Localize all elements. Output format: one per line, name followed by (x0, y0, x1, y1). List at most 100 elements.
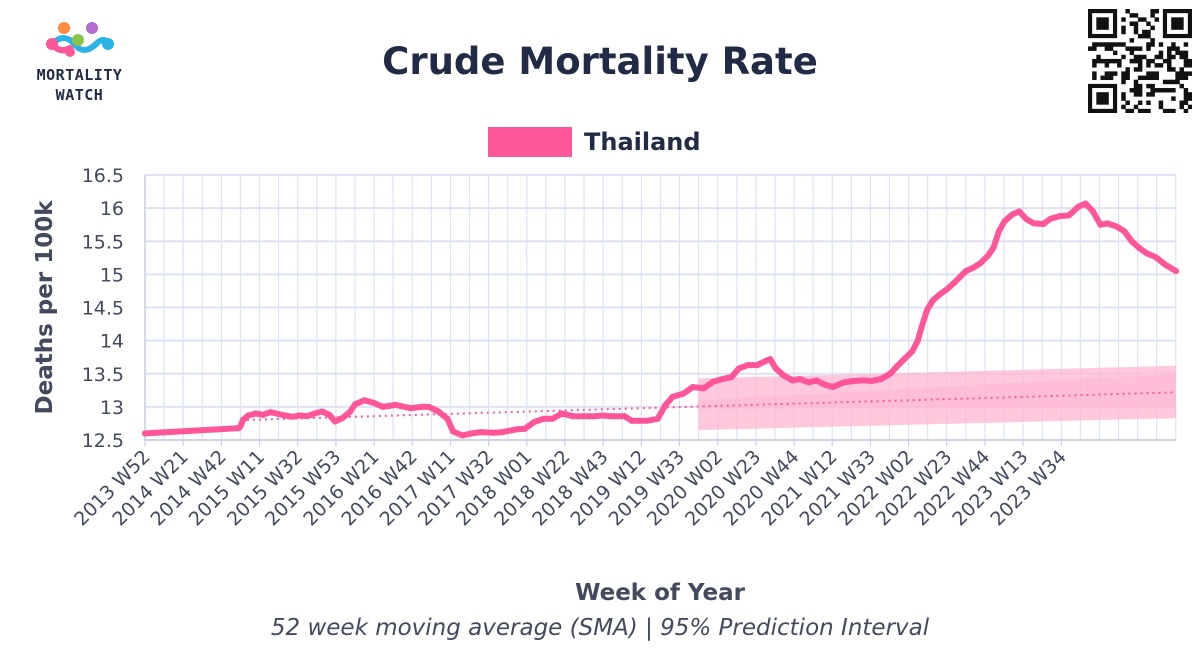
data-point (909, 348, 916, 355)
y-tick-label: 14 (100, 331, 124, 353)
data-point (379, 403, 386, 410)
data-point (459, 432, 466, 439)
data-point (599, 412, 606, 419)
data-point (772, 365, 779, 372)
data-point (654, 415, 661, 422)
data-point (1173, 268, 1179, 275)
prediction-interval-inner-band (698, 373, 1176, 409)
data-point (592, 413, 599, 420)
data-point (1113, 223, 1120, 230)
data-point (700, 385, 707, 392)
x-axis-title: Week of Year (575, 580, 746, 606)
data-point (1082, 200, 1089, 207)
data-point (1040, 221, 1047, 228)
data-point (289, 413, 296, 420)
logo-icon (46, 22, 114, 57)
data-point (924, 307, 931, 314)
data-point (754, 362, 761, 369)
data-point (1104, 220, 1111, 227)
data-point (1097, 221, 1104, 228)
data-point (1001, 218, 1008, 225)
data-point (914, 337, 921, 344)
data-point (444, 415, 451, 422)
data-point (252, 410, 259, 417)
data-point (296, 412, 303, 419)
data-point (418, 403, 425, 410)
data-point (1075, 203, 1082, 210)
mortality-watch-logo: MORTALITY WATCH (12, 18, 147, 110)
data-point (1152, 254, 1159, 261)
data-point (569, 413, 576, 420)
data-point (392, 401, 399, 408)
data-point (239, 417, 246, 424)
data-point (499, 429, 506, 436)
data-point (861, 377, 868, 384)
data-point (1066, 212, 1073, 219)
data-point (1161, 261, 1168, 268)
data-point (512, 426, 519, 433)
data-point (326, 411, 333, 418)
data-point (789, 377, 796, 384)
data-point (710, 378, 717, 385)
data-point (977, 260, 984, 267)
data-point (877, 376, 884, 383)
chart-subtitle: 52 week moving average (SMA) | 95% Predi… (270, 615, 930, 641)
y-tick-label: 16 (100, 198, 124, 220)
data-point (944, 285, 951, 292)
data-point (339, 415, 346, 422)
data-point (680, 390, 687, 397)
data-point (352, 401, 359, 408)
data-point (813, 377, 820, 384)
y-tick-label: 16.5 (82, 165, 124, 187)
data-point (245, 412, 252, 419)
data-point (319, 408, 326, 415)
legend-swatch-thailand (488, 127, 572, 157)
data-point (468, 430, 475, 437)
data-point (662, 402, 669, 409)
data-point (346, 409, 353, 416)
y-tick-label: 15 (100, 264, 124, 286)
data-point (1030, 220, 1037, 227)
data-point (1128, 238, 1135, 245)
data-point (260, 411, 267, 418)
data-point (984, 252, 991, 259)
data-point (929, 297, 936, 304)
data-point (426, 403, 433, 410)
qr-code[interactable] (1088, 9, 1192, 113)
data-point (767, 356, 774, 363)
data-point (477, 429, 484, 436)
data-point (643, 417, 650, 424)
data-point (805, 379, 812, 386)
legend-label-thailand: Thailand (584, 128, 701, 156)
logo-text-line2: WATCH (55, 86, 104, 104)
data-point (745, 362, 752, 369)
y-tick-label: 12.5 (82, 430, 124, 452)
data-point (1143, 250, 1150, 257)
data-point (822, 382, 829, 389)
logo-text-line1: MORTALITY (36, 66, 123, 84)
data-point (962, 268, 969, 275)
data-point (1136, 244, 1143, 251)
y-tick-label: 13 (100, 397, 124, 419)
data-point (450, 428, 457, 435)
data-point (829, 384, 836, 390)
data-point (850, 378, 857, 385)
data-point (1121, 228, 1128, 235)
data-point (370, 399, 377, 406)
data-point (1016, 208, 1023, 215)
data-point (936, 291, 943, 298)
data-point (282, 412, 289, 419)
data-point (311, 410, 318, 417)
data-point (407, 405, 414, 412)
chart-title: Crude Mortality Rate (382, 40, 818, 83)
y-axis-title: Deaths per 100k (32, 200, 58, 415)
y-tick-label: 13.5 (82, 364, 124, 386)
data-point (621, 413, 628, 420)
data-point (894, 362, 901, 369)
data-point (918, 324, 925, 331)
data-point (689, 384, 696, 390)
data-point (719, 376, 726, 383)
data-point (735, 365, 742, 372)
data-point (267, 409, 274, 416)
data-point (995, 228, 1002, 235)
